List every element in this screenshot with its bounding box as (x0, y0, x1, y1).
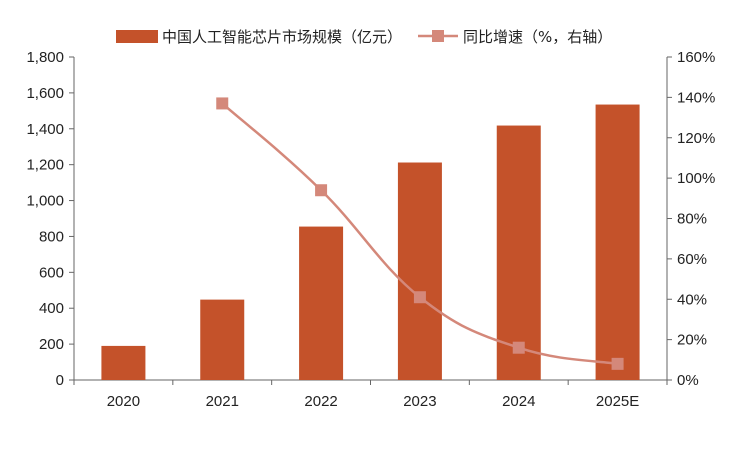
right-tick-label: 80% (677, 211, 707, 228)
bar (496, 125, 541, 380)
line-point (413, 291, 426, 304)
bar (397, 162, 442, 380)
legend-bar-swatch (116, 30, 158, 43)
line-point (216, 97, 229, 110)
right-tick-label: 100% (677, 170, 715, 187)
bar (299, 226, 344, 380)
x-tick-label: 2020 (107, 393, 140, 410)
x-tick-label: 2021 (206, 393, 239, 410)
line-series (216, 97, 624, 370)
bar (101, 345, 146, 380)
legend-line-marker (432, 30, 444, 42)
line-point (512, 341, 525, 354)
left-tick-label: 1,600 (26, 85, 64, 102)
right-tick-label: 0% (677, 372, 699, 389)
axes: 0 200 400 600 800 1,000 1,200 1,400 1,600 1,800 0%… (26, 49, 715, 410)
right-tick-label: 20% (677, 332, 707, 349)
left-tick-label: 200 (39, 336, 64, 353)
left-tick-label: 1,200 (26, 157, 64, 174)
legend-bar-label: 中国人工智能芯片市场规模（亿元） (162, 28, 402, 46)
line-point (315, 184, 328, 197)
left-tick-label: 0 (56, 372, 64, 389)
bar (200, 299, 245, 380)
right-tick-label: 160% (677, 49, 715, 66)
legend: 中国人工智能芯片市场规模（亿元） 同比增速（%，右轴） (116, 28, 612, 46)
left-tick-label: 1,800 (26, 49, 64, 66)
right-tick-label: 40% (677, 291, 707, 308)
x-tick-label: 2024 (502, 393, 535, 410)
legend-line-label: 同比增速（%，右轴） (463, 28, 612, 46)
left-tick-label: 800 (39, 228, 64, 245)
right-tick-label: 140% (677, 89, 715, 106)
left-tick-label: 1,400 (26, 121, 64, 138)
x-tick-label: 2022 (304, 393, 337, 410)
left-tick-label: 400 (39, 300, 64, 317)
left-tick-label: 600 (39, 264, 64, 281)
x-tick-label: 2023 (403, 393, 436, 410)
right-tick-label: 120% (677, 130, 715, 147)
bar (595, 104, 640, 380)
left-tick-label: 1,000 (26, 193, 64, 210)
bar-series (101, 104, 640, 380)
right-tick-label: 60% (677, 251, 707, 268)
x-tick-label: 2025E (596, 393, 639, 410)
line-point (611, 357, 624, 370)
